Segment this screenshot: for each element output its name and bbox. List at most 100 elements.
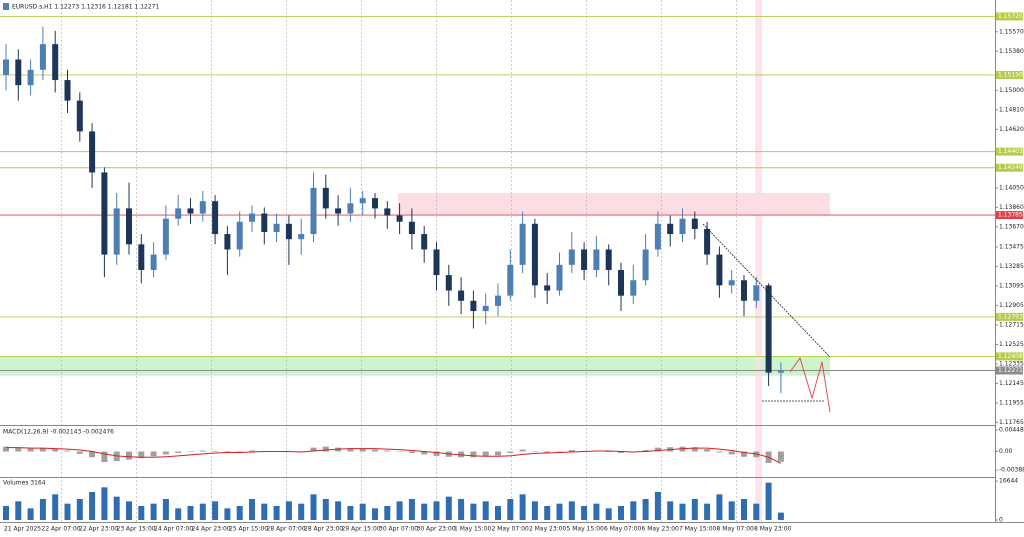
candle-body <box>3 59 9 75</box>
macd-bar <box>187 451 194 452</box>
candle-body <box>581 249 588 270</box>
macd-bar <box>433 451 440 456</box>
x-tick-label: 23 Apr 15:00 <box>117 526 156 533</box>
volume-bar <box>777 512 784 520</box>
macd-bar <box>716 451 723 453</box>
volume-bar <box>728 501 735 520</box>
macd-bar <box>3 446 9 452</box>
volume-bar <box>654 492 661 520</box>
macd-bar <box>777 451 784 462</box>
y-tick-label: 0 <box>999 517 1003 524</box>
candle-body <box>716 254 723 286</box>
candle-body <box>224 234 231 250</box>
candle-body <box>39 44 46 70</box>
volume-bar <box>39 499 46 520</box>
volume-bar <box>89 492 96 520</box>
macd-bar <box>384 450 391 452</box>
forecast-path <box>789 356 831 413</box>
y-tick-label: 1.12905 <box>999 302 1024 309</box>
chart-title: EURUSD.s,H1 1.12273 1.12316 1.12181 1.12… <box>12 4 159 11</box>
candle-body <box>384 208 391 216</box>
x-tick-label: 24 Apr 07:00 <box>154 526 193 533</box>
y-tick-label: 1.11955 <box>999 399 1024 406</box>
volume-bar <box>298 503 305 520</box>
candle-body <box>679 218 686 235</box>
level-label: 1.13785 <box>998 212 1023 219</box>
candle-body <box>113 208 120 255</box>
macd-bar <box>495 451 501 456</box>
volume-bar <box>630 501 637 520</box>
volume-bar <box>187 506 194 520</box>
x-tick-label: 21 Apr 2025 <box>4 526 41 533</box>
level-label-box <box>996 12 1023 21</box>
candle-body <box>372 198 378 209</box>
volume-bar <box>236 506 243 520</box>
candle-body <box>531 223 538 286</box>
x-tick-label: 22 Apr 23:00 <box>79 526 118 533</box>
candle-body <box>175 208 182 219</box>
y-tick-label: 1.14620 <box>999 126 1024 133</box>
volume-bar <box>359 503 366 520</box>
level-label: 1.15150 <box>998 71 1023 78</box>
macd-bar <box>531 451 538 452</box>
candle-body <box>654 223 661 250</box>
volume-bar <box>605 508 612 520</box>
volume-bar <box>150 503 157 520</box>
x-tick-label: 6 May 23:00 <box>642 526 680 533</box>
x-tick-label: 5 May 15:00 <box>567 526 605 533</box>
volume-bar <box>212 501 219 520</box>
volume-bar <box>445 496 452 520</box>
candle-body <box>642 249 649 281</box>
x-tick-label: 24 Apr 23:00 <box>192 526 231 533</box>
macd-bar <box>544 451 551 453</box>
candle-body <box>765 285 772 373</box>
candle-body <box>556 264 563 291</box>
candle-body <box>150 254 157 270</box>
macd-bar <box>322 446 329 452</box>
candle-body <box>408 221 415 235</box>
y-tick-label: 1.13670 <box>999 223 1024 230</box>
volume-bar <box>408 499 415 520</box>
level-label-box <box>996 147 1023 156</box>
macd-bar <box>199 450 206 452</box>
candle-body <box>544 285 551 291</box>
trend-line <box>702 223 831 358</box>
volume-bar <box>64 503 71 520</box>
y-tick-label: 1.15000 <box>999 87 1024 94</box>
x-tick-label: 8 May 23:00 <box>754 526 792 533</box>
candle-body <box>76 100 83 132</box>
level-label-box <box>996 312 1023 321</box>
candle-body <box>335 208 342 214</box>
y-tick-label: 0.004487 <box>999 426 1024 433</box>
y-tick-label: 1.11765 <box>999 419 1024 426</box>
volume-bar <box>716 494 723 520</box>
volume-label: Volumes 3164 <box>3 480 46 487</box>
macd-bar <box>52 449 59 452</box>
candle-body <box>212 201 219 235</box>
candle-body <box>187 208 194 214</box>
y-tick-label: -0.003882 <box>999 467 1024 474</box>
volume-bar <box>162 499 169 520</box>
macd-bar <box>76 451 83 454</box>
level-label-box <box>996 366 1023 375</box>
y-tick-label: 0.00 <box>999 448 1013 455</box>
candle-body <box>89 131 96 173</box>
y-tick-label: 1.15570 <box>999 28 1024 35</box>
y-tick-label: 1.12525 <box>999 341 1024 348</box>
macd-bar <box>728 451 735 455</box>
candle-body <box>667 223 674 235</box>
macd-bar <box>408 451 415 453</box>
candle-body <box>433 249 440 276</box>
volume-bar <box>347 506 354 520</box>
macd-bar <box>359 448 366 452</box>
volume-bar <box>175 508 182 520</box>
candle-body <box>593 249 600 270</box>
macd-bar <box>175 451 182 453</box>
volume-bar <box>581 506 588 520</box>
volume-bar <box>310 494 317 520</box>
y-tick-label: 1.13285 <box>999 263 1024 270</box>
volume-bar <box>261 503 268 520</box>
volume-bar <box>76 499 83 520</box>
volume-bar <box>544 506 551 520</box>
volume-bar <box>741 499 747 520</box>
